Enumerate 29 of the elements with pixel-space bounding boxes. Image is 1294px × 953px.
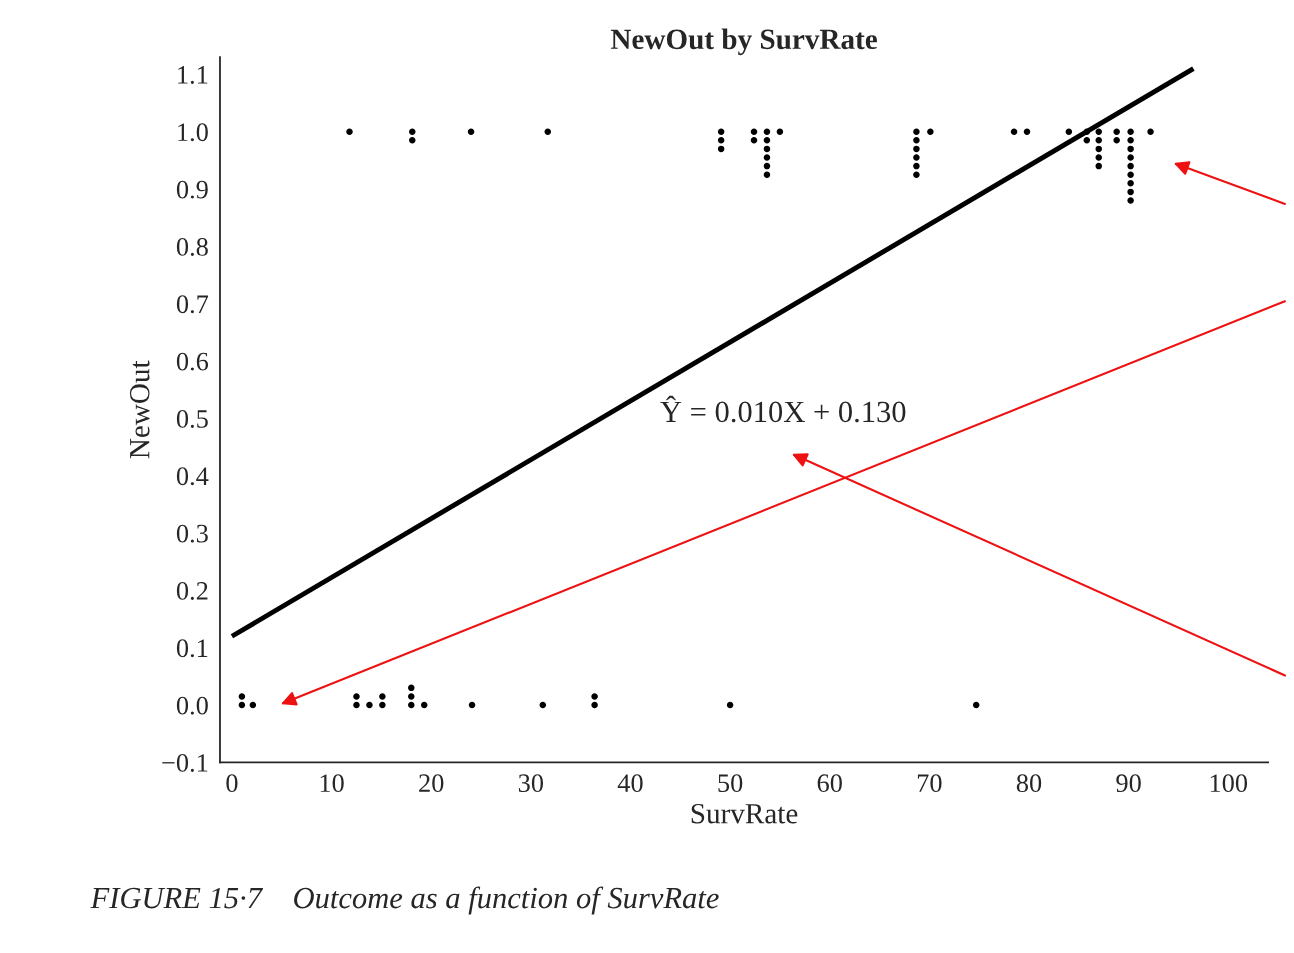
y-axis-title: NewOut [129,360,150,459]
x-tick-label: 80 [1016,774,1042,793]
y-tick-label: 0.9 [176,180,208,199]
y-tick-label: −0.1 [162,754,208,772]
y-tick-label: 0.3 [176,524,208,543]
x-tick-label: 60 [817,774,842,793]
y-tick-label: 0.5 [176,410,208,428]
x-tick-label: 90 [1116,774,1141,793]
y-tick-label: 0.2 [176,582,208,600]
y-tick-label: 1.0 [178,123,208,142]
y-tick-label: 1.1 [178,66,208,84]
x-tick-label: 70 [917,774,942,793]
x-axis-title: SurvRate [691,803,798,824]
x-tick-label: 0 [226,774,238,793]
y-tick-label: 0.4 [176,467,209,486]
y-tick-label: 0.7 [176,295,209,314]
y-tick-label: 0.1 [176,639,208,658]
y-tick-label: 0.8 [176,237,208,256]
x-tick-label: 20 [419,774,444,793]
x-tick-label: 100 [1210,774,1248,793]
y-tick-label: 0.6 [176,352,209,371]
x-tick-label: 10 [320,774,344,793]
x-tick-label: 30 [518,774,544,793]
chart-title: NewOut by SurvRate [610,28,877,56]
x-tick-label: 50 [718,774,743,793]
caption: FIGURE 15·7 Outcome as a function of SurvRate [90,886,719,915]
x-tick-label: 40 [617,774,643,793]
annotation: Ŷ = 0.010X + 0.130 [660,395,906,423]
y-tick-label: 0.0 [176,696,208,715]
